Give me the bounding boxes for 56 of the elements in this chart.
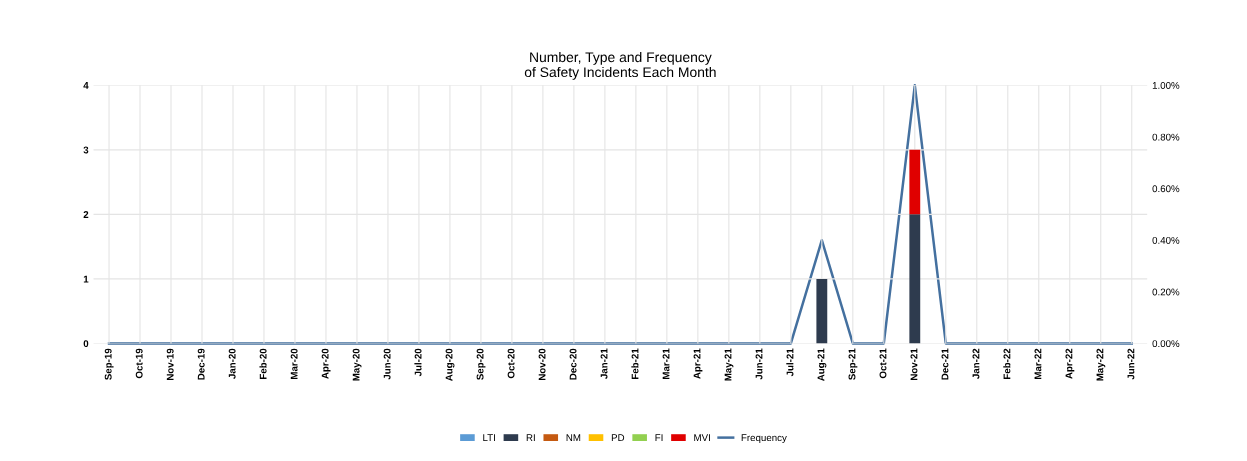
- legend-label: PD: [611, 434, 625, 442]
- y2-tick-label: 0.00%: [1152, 340, 1180, 348]
- x-tick-label: Jul-21: [786, 348, 794, 377]
- legend-label: Frequency: [741, 434, 787, 444]
- y-tick-label: 0: [83, 340, 89, 348]
- x-tick-label: Dec-20: [569, 348, 577, 380]
- x-tick-label: Oct-21: [879, 348, 887, 379]
- x-tick-label: Oct-20: [507, 348, 515, 379]
- x-tick-label: Feb-21: [631, 348, 639, 379]
- x-tick-label: Sep-21: [848, 348, 858, 380]
- legend-label: FI: [655, 434, 663, 442]
- x-tick-label: May-21: [724, 348, 734, 381]
- x-tick-label: Apr-20: [321, 348, 331, 379]
- x-tick-label: Jan-22: [972, 348, 980, 379]
- bar: [909, 214, 921, 344]
- y2-tick-label: 0.80%: [1152, 133, 1180, 141]
- bar: [816, 278, 828, 344]
- x-tick-label: Sep-19: [104, 348, 114, 380]
- x-tick-label: Jun-22: [1127, 348, 1135, 380]
- x-tick-label: Jan-20: [228, 348, 236, 379]
- x-tick-label: Feb-22: [1003, 348, 1011, 379]
- legend-label: LTI: [483, 434, 495, 442]
- x-tick-label: Jan-21: [600, 348, 608, 379]
- x-tick-label: Apr-22: [1065, 348, 1075, 379]
- y2-tick-label: 0.20%: [1152, 288, 1180, 296]
- legend-label: MVI: [694, 434, 710, 442]
- legend-label: NM: [566, 434, 581, 442]
- x-tick-label: May-22: [1096, 348, 1106, 381]
- x-tick-label: May-20: [352, 348, 362, 381]
- x-tick-label: Jun-21: [755, 348, 763, 380]
- x-tick-label: Dec-21: [941, 348, 949, 380]
- x-tick-label: Oct-19: [135, 348, 143, 379]
- x-tick-label: Nov-20: [538, 348, 546, 381]
- x-tick-label: Mar-22: [1034, 348, 1042, 379]
- x-tick-label: Aug-21: [817, 348, 827, 382]
- y2-tick-label: 1.00%: [1152, 82, 1180, 89]
- y-tick-label: 1: [83, 275, 89, 283]
- x-tick-label: Apr-21: [693, 348, 703, 379]
- x-tick-label: Dec-19: [197, 348, 205, 380]
- x-tick-label: Nov-19: [166, 348, 174, 381]
- x-tick-label: Mar-20: [290, 348, 298, 379]
- y2-tick-label: 0.60%: [1152, 185, 1180, 193]
- legend-label: RI: [526, 434, 535, 442]
- x-tick-label: Aug-20: [445, 348, 455, 382]
- x-tick-label: Sep-20: [476, 348, 486, 380]
- x-tick-label: Jul-20: [414, 348, 422, 377]
- bar: [909, 149, 921, 215]
- chart-title: Number, Type and Frequency of Safety Incidents Each Month: [524, 51, 716, 80]
- x-tick-label: Nov-21: [910, 348, 918, 381]
- y-tick-label: 4: [83, 82, 89, 89]
- y-tick-label: 2: [83, 211, 89, 218]
- y2-tick-label: 0.40%: [1152, 236, 1180, 244]
- y-tick-label: 3: [83, 146, 89, 154]
- x-tick-label: Jun-20: [383, 348, 391, 380]
- x-tick-label: Feb-20: [259, 348, 267, 379]
- x-tick-label: Mar-21: [662, 348, 670, 379]
